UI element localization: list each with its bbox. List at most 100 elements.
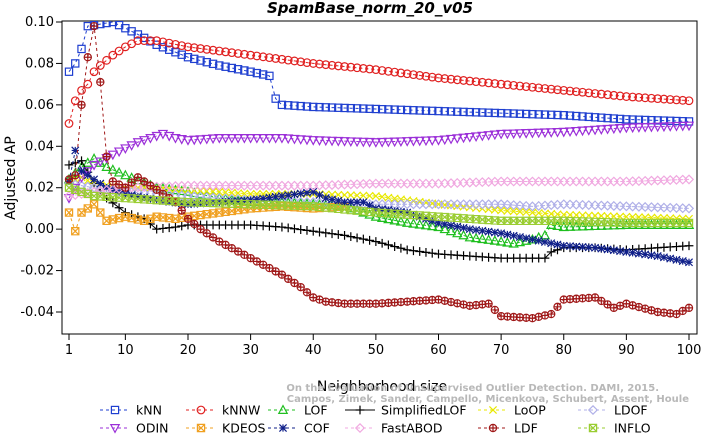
series-cof-point [284, 191, 293, 200]
series-odin-point [452, 134, 463, 144]
series-cof-point [497, 229, 506, 238]
series-ldof-point [621, 201, 632, 212]
series-simplifiedlof-point [352, 233, 362, 243]
series-odin-point [270, 134, 281, 144]
series-cof-point [490, 228, 499, 237]
series-cof-point [315, 190, 324, 199]
series-cof-point [603, 245, 612, 254]
series-knnw-point [421, 71, 431, 81]
series-odin-point [677, 121, 688, 132]
legend-label: COF [304, 421, 330, 434]
series-knnw-point [283, 55, 293, 65]
series-lof-point [483, 234, 494, 244]
series-knnw-point [258, 52, 268, 62]
series-odin-point [577, 126, 588, 137]
x-tick-label: 100 [677, 343, 702, 358]
legend-label: FastABOD [381, 421, 443, 434]
series-cof-point [359, 198, 368, 207]
series-knnw-point [396, 68, 406, 78]
series-ldf-point [597, 296, 606, 306]
series-cof-point [390, 206, 399, 215]
series-ldof-point [640, 201, 651, 213]
citation-annotation-line-1: On the Evaluation of Unsupervised Outlie… [286, 383, 659, 394]
legend-item-fastabod: FastABOD [345, 421, 443, 434]
series-kdeos-point [64, 208, 74, 217]
series-lof-point [464, 231, 476, 242]
series-knn-point [277, 100, 287, 110]
series-ldf-point [127, 178, 136, 187]
series-loop-point [265, 189, 274, 198]
series-knnw-point [146, 36, 155, 46]
series-knn-point [271, 94, 280, 103]
series-simplifiedlof-point [327, 229, 337, 239]
series-odin-point [539, 128, 551, 139]
series-odin-point [621, 123, 632, 134]
series-knnw-point [565, 86, 575, 96]
series-odin-point [571, 126, 582, 137]
series-odin-point [639, 123, 651, 133]
series-knnw-point [114, 46, 124, 56]
series-knn-point [252, 68, 262, 78]
series-knn-point [208, 59, 218, 69]
series-knn-point [215, 61, 224, 70]
series-knn-point [315, 102, 324, 112]
series-ldf-point [139, 177, 149, 186]
series-ldf-point [233, 247, 243, 256]
series-lof-point [508, 237, 519, 248]
series-ldf-point [121, 183, 130, 192]
series-knn-point [471, 108, 481, 117]
series-knnw-point [634, 92, 644, 102]
series-fastabod-point [683, 174, 695, 185]
series-knnw-point [427, 72, 437, 82]
series-cof-point [221, 197, 230, 206]
series-simplifiedlof-point [283, 223, 293, 233]
series-knnw-point [189, 43, 199, 53]
series-cof-point [503, 230, 512, 239]
series-odin-point [220, 134, 231, 144]
series-knnw-point [315, 59, 324, 69]
series-knnw-point [252, 51, 262, 61]
series-lof-point [577, 220, 588, 231]
series-knnw-point [227, 48, 237, 58]
series-odin-point [389, 137, 400, 148]
series-odin-point [514, 129, 526, 139]
legend-item-odin: ODIN [100, 421, 169, 434]
series-knn-point [521, 109, 531, 119]
series-knnw-point [684, 96, 694, 106]
x-tick-label: 90 [618, 343, 635, 358]
series-odin-point [470, 132, 482, 143]
series-cof-point [641, 250, 650, 259]
series-ldf-point [290, 278, 299, 288]
series-odin-point [113, 147, 125, 158]
series-knnw-point [265, 53, 274, 63]
series-ldf-point [64, 175, 74, 184]
y-tick-label: -0.02 [20, 264, 54, 279]
series-cof-point [440, 220, 449, 229]
series-knnw-point [177, 41, 187, 51]
series-knnw-point [515, 81, 525, 91]
series-odin-point [107, 150, 119, 161]
series-knn-point [202, 57, 211, 67]
series-ldf-point [102, 152, 111, 161]
legend-label: INFLO [614, 421, 651, 434]
series-knn-point [534, 110, 543, 119]
series-ldof-point [652, 202, 663, 213]
series-loop-point [334, 190, 343, 199]
series-lof-point [389, 214, 400, 225]
series-inflo-point [684, 218, 694, 228]
series-knn-point [628, 115, 637, 124]
series-odin-point [414, 136, 425, 147]
series-cof-point [478, 226, 487, 235]
series-odin-point [383, 137, 394, 148]
series-cof-point [534, 236, 543, 245]
series-loop-point [215, 187, 224, 196]
series-ldf-point [96, 77, 105, 87]
series-knn-point [609, 114, 619, 123]
series-cof-point [672, 255, 681, 264]
y-tick-label: 0.00 [25, 222, 54, 237]
series-knnw-point [502, 80, 512, 90]
series-knnw-point [415, 71, 425, 80]
series-simplifiedlof-point [108, 198, 118, 208]
series-loop-point [234, 189, 243, 198]
series-ldf-point [71, 171, 80, 180]
